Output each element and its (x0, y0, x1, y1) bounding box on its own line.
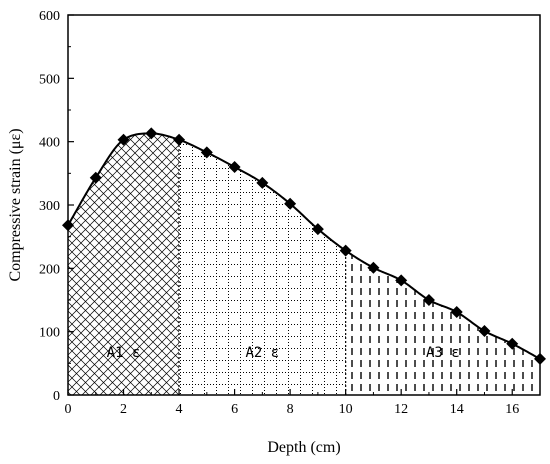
data-point (284, 197, 297, 210)
region-2-fill (179, 139, 346, 395)
axes: 0 2 4 6 8 10 12 14 16 0 100 200 300 400 500 600 (39, 9, 541, 417)
data-point (422, 294, 435, 306)
data-point (450, 306, 463, 319)
region-3-fill (345, 250, 540, 395)
x-tick-label: 6 (231, 402, 238, 417)
x-tick-label: 12 (394, 402, 408, 417)
data-point (256, 176, 269, 189)
data-point (145, 127, 158, 140)
data-point (200, 146, 213, 159)
data-point (506, 337, 519, 350)
region-2-label: A2 ε (245, 345, 279, 361)
data-point (395, 274, 408, 287)
region-3-label: A3 ε (426, 345, 460, 361)
series-layer (62, 127, 546, 365)
x-tick-label: 2 (120, 402, 127, 417)
x-tick-label: 10 (339, 402, 353, 417)
y-tick-label: 400 (39, 136, 60, 151)
data-point (228, 161, 241, 173)
y-tick-label: 600 (39, 9, 60, 24)
x-tick-label: 0 (65, 402, 72, 417)
x-tick-label: 16 (505, 402, 519, 417)
x-tick-label: 14 (450, 402, 464, 417)
region-1-fill (68, 133, 180, 395)
data-point (311, 223, 324, 236)
y-tick-label: 200 (39, 262, 60, 277)
region-1-label: A1 ε (107, 345, 141, 361)
region-labels: A1 ε A2 ε A3 ε (107, 345, 460, 361)
data-point (173, 133, 186, 146)
data-point (339, 244, 352, 257)
y-tick-label: 0 (53, 389, 60, 404)
y-tick-label: 100 (39, 326, 60, 341)
y-tick-label: 500 (39, 72, 60, 87)
data-point (478, 325, 491, 338)
x-tick-label: 4 (176, 402, 183, 417)
y-tick-label: 300 (39, 199, 60, 214)
data-point (89, 171, 102, 184)
x-tick-label: 8 (287, 402, 294, 417)
x-axis-title: Depth (cm) (267, 439, 340, 456)
y-axis-title: Compressive strain (με) (7, 128, 24, 281)
shaded-regions (68, 133, 540, 395)
data-point (117, 133, 130, 146)
data-point (367, 261, 380, 274)
